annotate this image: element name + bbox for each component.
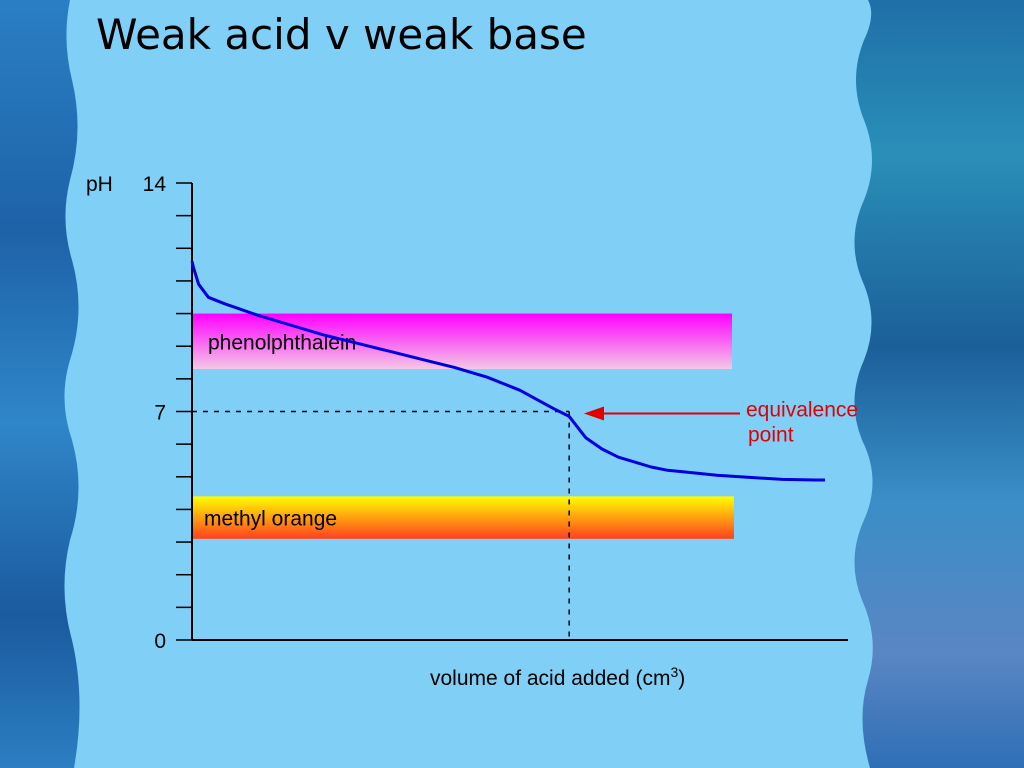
y-axis-label: pH xyxy=(86,173,113,196)
indicator-label-phenolphthalein: phenolphthalein xyxy=(208,331,356,354)
indicator-band-methyl-orange xyxy=(192,496,734,539)
titration-curve-line xyxy=(190,260,825,482)
x-axis-label-close: ) xyxy=(678,667,685,690)
equivalence-label-line2: point xyxy=(748,424,794,447)
x-axis-label: volume of acid added (cm3) xyxy=(430,664,685,690)
y-tick-label-7: 7 xyxy=(154,402,166,425)
y-tick-label-14: 14 xyxy=(143,173,167,196)
y-tick-label-0: 0 xyxy=(154,630,166,653)
slide-panel-shape xyxy=(64,0,873,768)
slide-title: Weak acid v weak base xyxy=(96,10,587,59)
x-axis-label-main: volume of acid added (cm xyxy=(430,667,670,690)
indicator-label-methyl-orange: methyl orange xyxy=(204,508,337,531)
equivalence-arrow-head xyxy=(584,406,604,421)
x-axis-label-superscript: 3 xyxy=(670,664,678,680)
equivalence-label-line1: equivalence xyxy=(746,399,858,422)
